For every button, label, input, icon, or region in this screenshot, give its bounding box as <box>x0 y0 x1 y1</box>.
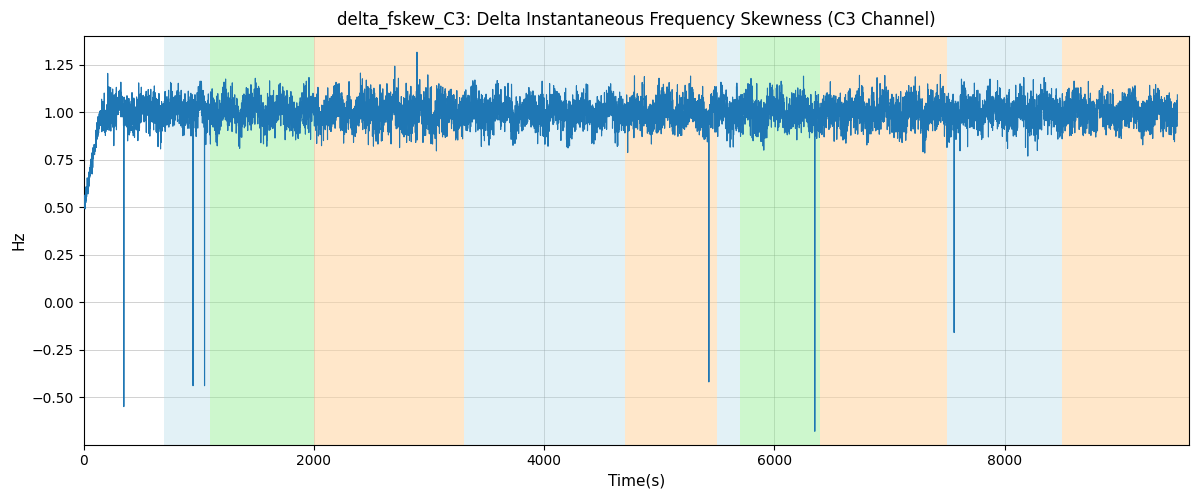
Bar <box>716 36 740 445</box>
Bar <box>314 36 463 445</box>
Bar <box>1062 36 1189 445</box>
Bar <box>164 36 210 445</box>
X-axis label: Time(s): Time(s) <box>607 474 665 489</box>
Y-axis label: Hz: Hz <box>11 230 26 250</box>
Bar <box>821 36 947 445</box>
Title: delta_fskew_C3: Delta Instantaneous Frequency Skewness (C3 Channel): delta_fskew_C3: Delta Instantaneous Freq… <box>337 11 936 30</box>
Bar <box>463 36 625 445</box>
Bar <box>625 36 716 445</box>
Bar <box>740 36 821 445</box>
Bar <box>210 36 314 445</box>
Bar <box>947 36 1062 445</box>
